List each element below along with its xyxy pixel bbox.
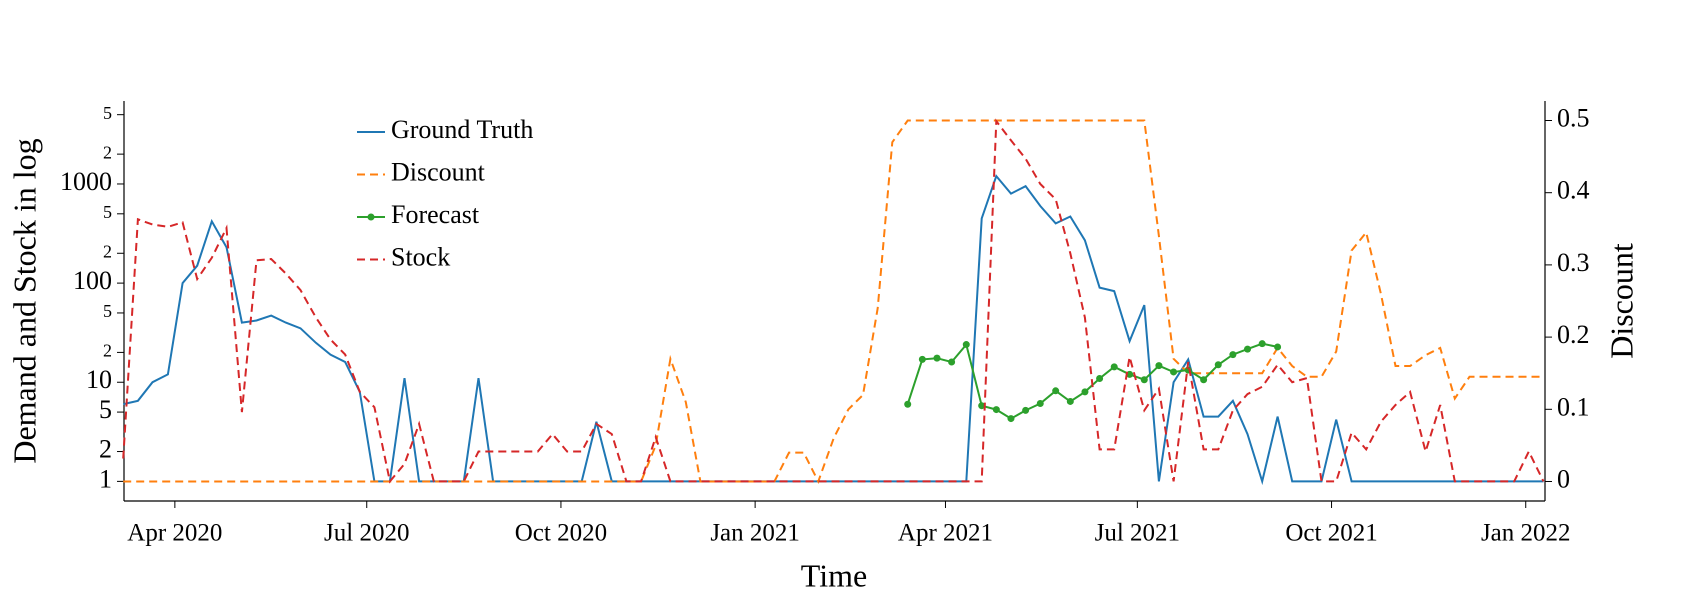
legend-label: Forecast [391,200,480,229]
series-marker [1170,368,1178,376]
y-tick-label: 100 [73,266,112,295]
y-tick-label: 10 [86,365,112,394]
series-line [122,174,1544,486]
series-marker [948,358,956,366]
y-axis-label: Demand and Stock in log [6,138,42,463]
series-marker [933,354,941,362]
y2-axis-label: Discount [1603,243,1639,359]
y2-tick-label: 0.4 [1557,176,1590,205]
y2-tick-label: 0.1 [1557,392,1590,421]
series-marker [1229,351,1237,359]
y2-tick-label: 0 [1557,464,1570,493]
y-tick-label: 2 [103,142,112,162]
legend-marker [367,213,375,221]
y-tick-label: 1000 [60,167,112,196]
series-marker [1052,387,1060,395]
series-marker [978,402,986,410]
series-line [122,118,1545,484]
y2-tick-label: 0.2 [1557,320,1590,349]
legend-label: Discount [391,157,486,186]
series-marker [1214,361,1222,369]
y-tick-label: 5 [103,202,112,222]
series-marker [1081,388,1089,396]
x-tick-label: Jan 2021 [710,520,800,547]
series-marker [1274,343,1282,351]
y-tick-label: 2 [103,241,112,261]
x-tick-label: Jan 2022 [1481,520,1571,547]
y-tick-label: 1 [99,464,112,493]
series-marker [992,406,1000,414]
legend-label: Stock [391,242,450,271]
series-marker [1036,400,1044,408]
y-tick-label: 5 [103,103,112,123]
x-tick-label: Jul 2021 [1095,520,1180,547]
series-marker [1155,362,1163,370]
y2-tick-label: 0.5 [1557,103,1590,132]
series-marker [1022,406,1030,414]
series-marker [1066,397,1074,405]
x-axis-label: Time [801,557,867,593]
legend-label: Ground Truth [391,115,533,144]
y-tick-label: 5 [103,301,112,321]
series-marker [1244,345,1252,353]
x-tick-label: Oct 2021 [1285,520,1377,547]
x-tick-label: Apr 2021 [898,520,993,547]
x-tick-label: Oct 2020 [515,520,607,547]
x-tick-label: Jul 2020 [324,520,409,547]
series-marker [1200,376,1208,384]
series-marker [1007,415,1015,423]
series-marker [1140,376,1148,384]
series-marker [918,355,926,363]
y-tick-label: 2 [103,341,112,361]
series-marker [962,341,970,349]
y2-tick-label: 0.3 [1557,248,1590,277]
series-marker [1096,375,1104,383]
series-marker [1110,363,1118,371]
series-marker [904,400,912,408]
series-line [123,119,1544,485]
y-tick-label: 2 [99,435,112,464]
y-tick-label: 5 [99,395,112,424]
x-tick-label: Apr 2020 [127,520,222,547]
series-marker [1258,340,1266,348]
